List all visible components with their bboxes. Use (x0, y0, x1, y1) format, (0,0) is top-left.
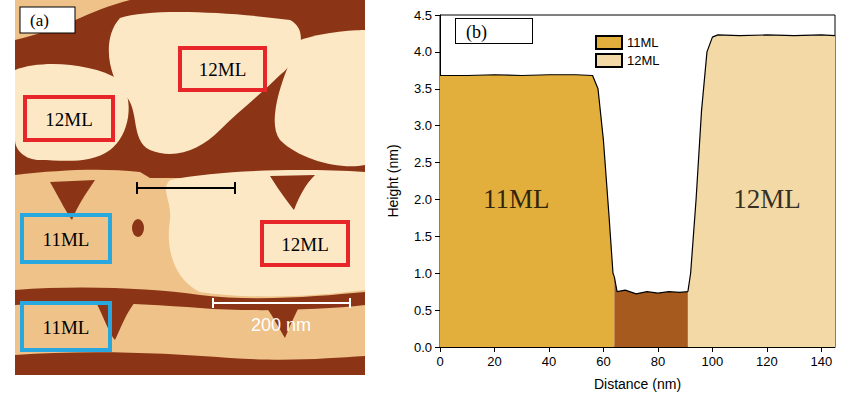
svg-text:12ML: 12ML (199, 59, 247, 80)
svg-text:140: 140 (811, 354, 833, 369)
svg-text:0.5: 0.5 (414, 303, 432, 318)
svg-text:11ML: 11ML (483, 184, 550, 214)
svg-text:2.0: 2.0 (414, 192, 432, 207)
svg-text:200 nm: 200 nm (251, 315, 311, 335)
svg-text:4.0: 4.0 (414, 44, 432, 59)
svg-text:Height (nm): Height (nm) (385, 144, 401, 217)
svg-text:4.5: 4.5 (414, 8, 432, 23)
svg-text:Distance (nm): Distance (nm) (594, 376, 681, 392)
svg-text:80: 80 (651, 354, 665, 369)
svg-text:(a): (a) (30, 11, 49, 30)
svg-text:0.0: 0.0 (414, 340, 432, 355)
svg-text:1.5: 1.5 (414, 229, 432, 244)
svg-text:20: 20 (487, 354, 501, 369)
svg-text:11ML: 11ML (43, 229, 90, 250)
svg-text:11ML: 11ML (627, 35, 659, 50)
svg-text:12ML: 12ML (733, 184, 801, 214)
svg-text:40: 40 (542, 354, 556, 369)
svg-text:0: 0 (436, 354, 443, 369)
svg-text:12ML: 12ML (281, 234, 329, 255)
svg-text:100: 100 (702, 354, 724, 369)
svg-text:3.0: 3.0 (414, 118, 432, 133)
svg-text:12ML: 12ML (45, 109, 93, 130)
svg-text:11ML: 11ML (43, 317, 90, 338)
svg-text:120: 120 (756, 354, 778, 369)
svg-text:2.5: 2.5 (414, 155, 432, 170)
svg-text:60: 60 (596, 354, 610, 369)
svg-text:12ML: 12ML (627, 53, 660, 68)
svg-text:3.5: 3.5 (414, 81, 432, 96)
svg-text:1.0: 1.0 (414, 266, 432, 281)
html-text:(b): (b) (466, 22, 487, 42)
